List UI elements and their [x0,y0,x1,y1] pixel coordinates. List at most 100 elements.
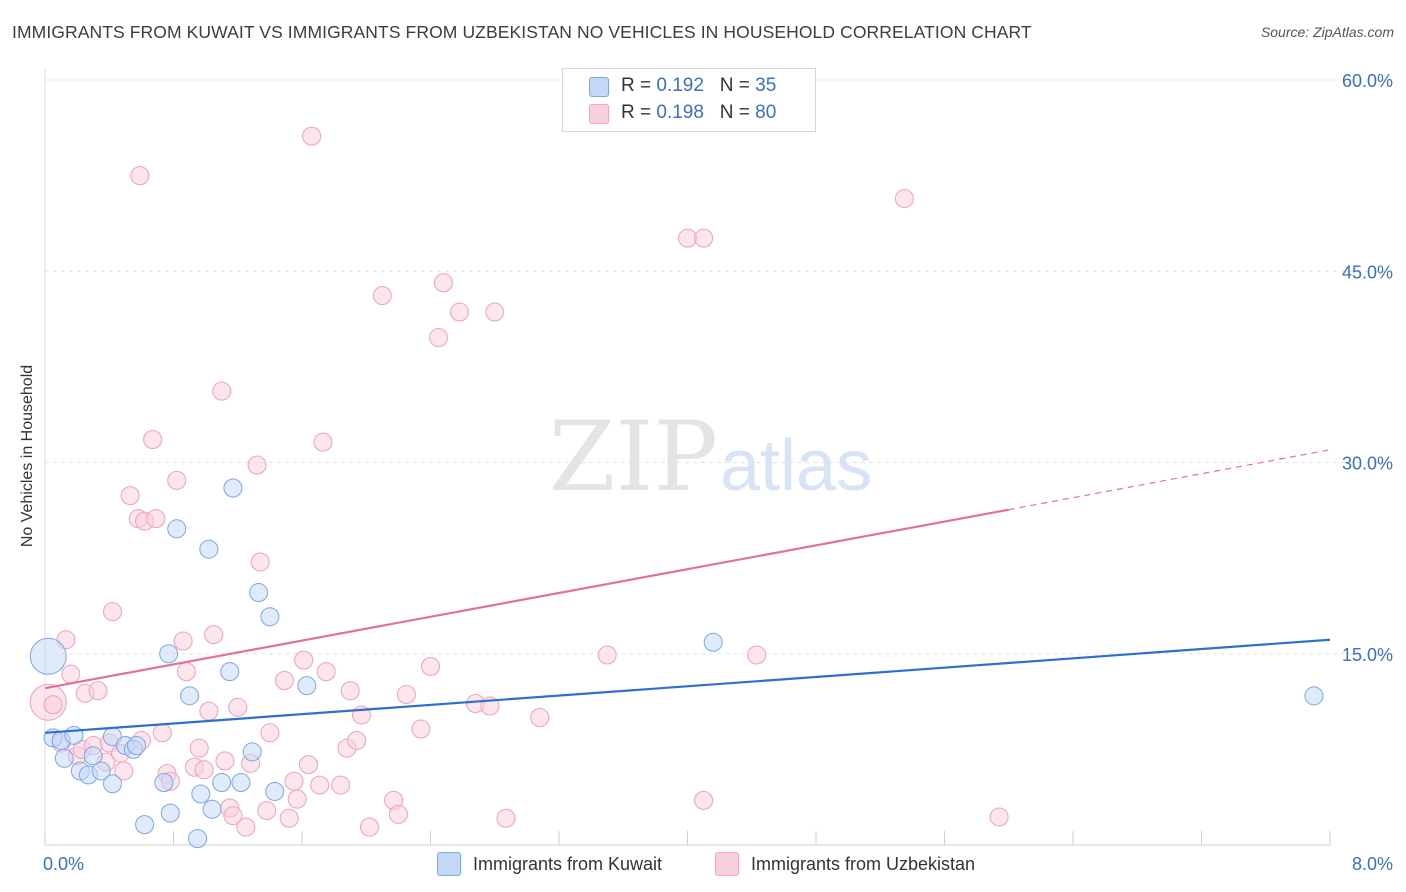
uzbekistan-point [287,789,307,809]
kuwait-point [29,637,67,675]
kuwait-point [167,519,187,539]
kuwait-points [29,478,1324,849]
kuwait-point [154,773,174,793]
uzbekistan-point [302,126,322,146]
y-tick-label: 45.0% [1342,262,1393,282]
kuwait-point [260,607,280,627]
kuwait-legend-swatch [437,852,461,876]
kuwait-trend-line [44,638,1331,734]
uzbekistan-point [694,790,714,810]
kuwait-point [188,829,208,849]
kuwait-point [265,781,285,801]
uzbekistan-point [388,804,408,824]
uzbekistan-point [212,381,232,401]
kuwait-point [220,662,240,682]
x-tick-label: 0.0% [43,854,84,874]
kuwait-legend-label: Immigrants from Kuwait [473,853,663,874]
uzbekistan-point [120,486,140,506]
uzbekistan-point [310,775,330,795]
grid-lines [45,79,1392,655]
uzbekistan-point [485,302,505,322]
uzbekistan-point [204,625,224,645]
uzbekistan-point [215,751,235,771]
kuwait-point [231,773,251,793]
legend-item-uzbekistan: Immigrants from Uzbekistan [715,852,975,876]
trend-lines [44,449,1331,734]
uzbekistan-point [167,470,187,490]
uzbekistan-point [130,166,150,186]
uzbekistan-point [396,685,416,705]
watermark-zip: ZIP [549,401,718,513]
correlation-legend: R = 0.192 N = 35 R = 0.198 N = 80 [562,68,816,132]
kuwait-point [102,774,122,794]
uzbekistan-point [146,509,166,529]
kuwait-point [127,736,147,756]
uzbekistan-point [298,755,318,775]
uzbekistan-point [678,228,697,248]
legend-uzbekistan-text: R = 0.198 N = 80 [621,102,777,123]
uzbekistan-point [433,273,453,293]
uzbekistan-point [260,723,280,743]
uzbekistan-point [530,708,550,727]
uzbekistan-point [313,432,333,452]
uzbekistan-point [247,455,267,475]
kuwait-point [135,815,155,835]
uzbekistan-point [316,662,336,682]
y-axis-label: No Vehicles in Household [19,364,36,548]
kuwait-point [297,676,317,696]
y-tick-label: 15.0% [1342,645,1393,665]
uzbekistan-point [694,228,714,248]
uzbekistan-point [88,681,108,701]
kuwait-point [202,799,222,819]
tick-labels: 15.0% 30.0% 45.0% 60.0% 0.0% 8.0% [43,71,1393,874]
kuwait-point [83,746,103,766]
uzbekistan-point [411,719,431,739]
uzbekistan-trend-extension [1008,449,1331,511]
y-tick-label: 30.0% [1342,454,1393,474]
uzbekistan-point [597,645,617,665]
chart-title: IMMIGRANTS FROM KUWAIT VS IMMIGRANTS FRO… [12,22,1032,42]
uzbekistan-point [43,695,63,715]
uzbekistan-point [347,730,367,750]
kuwait-point [249,583,269,603]
legend-kuwait-text: R = 0.192 N = 35 [621,75,777,96]
watermark-atlas: atlas [720,426,872,506]
uzbekistan-swatch [589,104,609,124]
uzbekistan-point [143,430,163,450]
uzbekistan-point [176,662,196,682]
kuwait-point [64,725,84,745]
uzbekistan-point [359,817,379,837]
uzbekistan-point [894,189,914,209]
uzbekistan-point [173,631,193,651]
kuwait-point [1304,686,1324,706]
legend-item-kuwait: Immigrants from Kuwait [437,852,662,876]
uzbekistan-point [294,650,314,670]
uzbekistan-point [989,807,1009,827]
y-tick-label: 60.0% [1342,71,1393,91]
kuwait-point [191,784,211,804]
kuwait-point [91,761,111,781]
uzbekistan-point [152,723,172,743]
kuwait-point [160,803,180,823]
kuwait-point [54,748,74,768]
uzbekistan-point [372,285,392,305]
uzbekistan-point [449,302,469,322]
uzbekistan-point [194,760,214,780]
x-tick-label: 8.0% [1352,854,1393,874]
kuwait-point [212,773,232,793]
uzbekistan-point [284,771,304,791]
uzbekistan-point [274,671,294,691]
kuwait-point [223,478,243,498]
uzbekistan-point [250,552,270,572]
uzbekistan-point [223,806,243,826]
uzbekistan-point [331,775,351,795]
uzbekistan-point [421,657,440,676]
uzbekistan-point [429,328,449,348]
kuwait-point [199,539,219,559]
uzbekistan-point [189,738,209,758]
watermark: ZIP atlas [549,401,872,513]
kuwait-swatch [589,77,609,97]
uzbekistan-point [228,697,248,717]
uzbekistan-point [199,701,219,721]
